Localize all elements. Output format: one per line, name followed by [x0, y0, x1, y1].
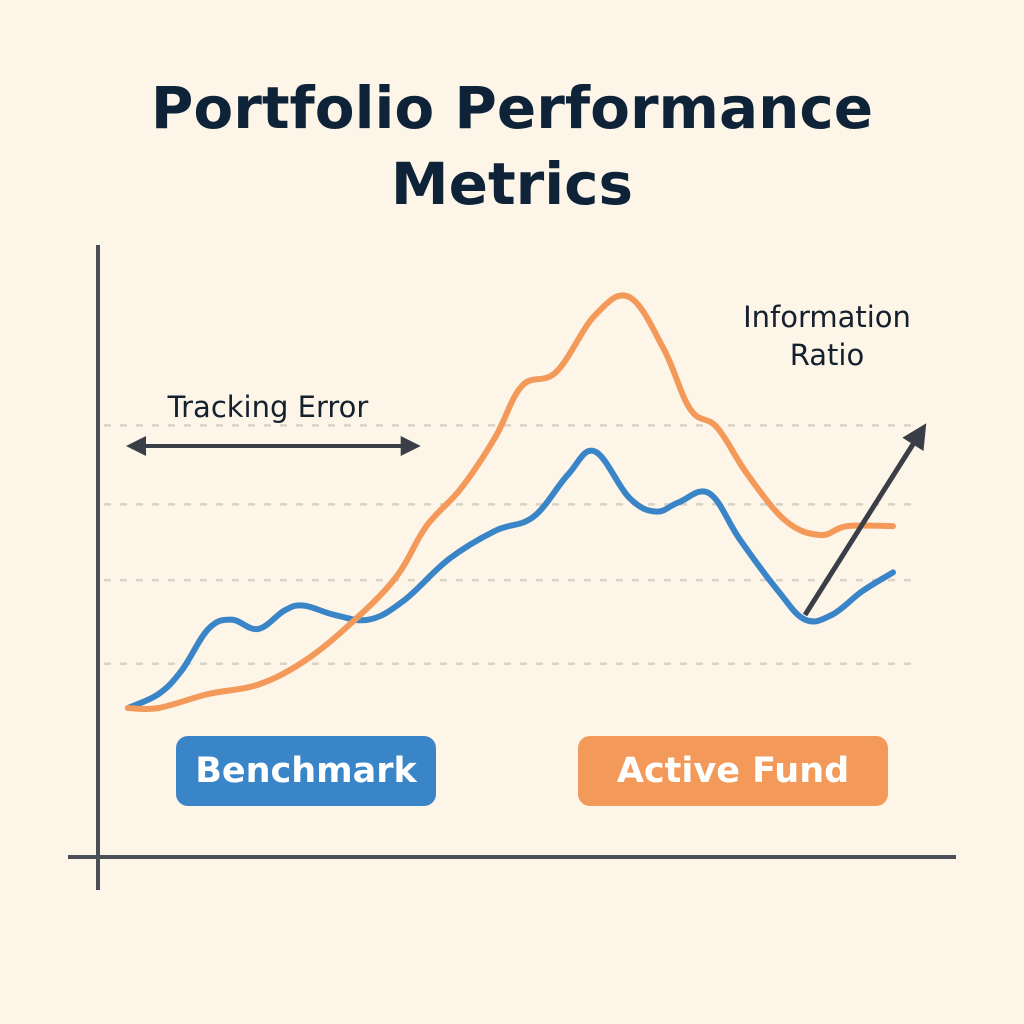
information-ratio-label: Information Ratio — [712, 298, 942, 374]
series-lines — [125, 292, 896, 713]
legend-entry-active-fund: Active Fund — [578, 736, 888, 806]
information-ratio-label-line-2: Ratio — [789, 338, 865, 372]
annotations — [126, 423, 927, 617]
series-line-active-fund — [125, 292, 896, 713]
chart-title-line-1: Portfolio Performance — [150, 74, 874, 142]
series-line-benchmark — [125, 447, 896, 711]
chart-title-line-2: Metrics — [390, 150, 634, 218]
grid-lines — [104, 424, 916, 666]
tracking-error-label: Tracking Error — [167, 390, 369, 424]
information-ratio-arrow — [802, 423, 927, 617]
chart-title: Portfolio Performance Metrics — [0, 70, 1024, 222]
legend-entry-benchmark: Benchmark — [176, 736, 436, 806]
axes — [68, 245, 956, 890]
information-ratio-label-line-1: Information — [743, 300, 911, 334]
